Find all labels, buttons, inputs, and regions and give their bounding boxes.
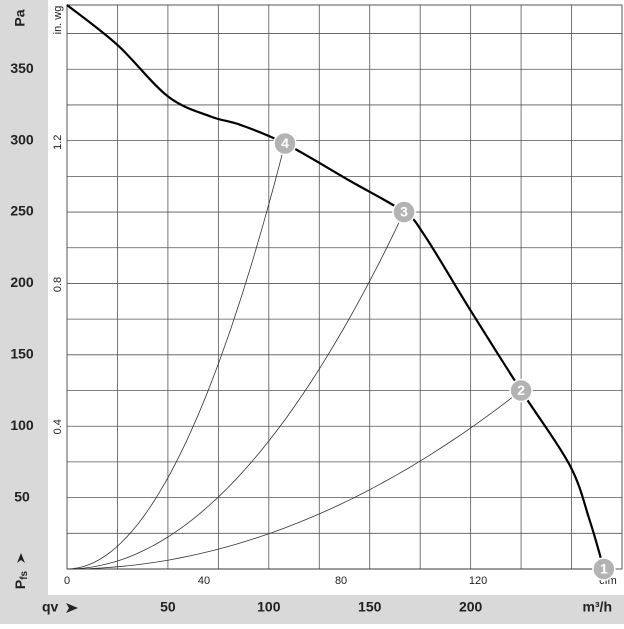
x-unit: m³/h [582, 599, 612, 615]
x-tick-label: 50 [160, 599, 176, 615]
operating-point [509, 378, 533, 403]
y-tick-label: 50 [14, 488, 30, 504]
system-curve [66, 143, 286, 570]
y-label: Pa [12, 9, 28, 26]
y-tick-label: 100 [10, 417, 34, 433]
y-tick-label: 150 [10, 346, 34, 362]
x2-tick-label: 80 [335, 575, 347, 587]
y-label-sub: fs [19, 570, 30, 579]
x2-tick-label: 40 [198, 575, 210, 587]
y-tick-label: 200 [10, 274, 34, 290]
y2-label: in. wg [52, 6, 64, 35]
y-tick-label: 350 [10, 60, 34, 76]
x-tick-label: 200 [459, 599, 483, 615]
operating-point-label: 3 [400, 204, 408, 220]
y-arrow [17, 553, 25, 563]
x-tick-label: 100 [257, 599, 281, 615]
system-curve [66, 211, 405, 570]
bottom-band [0, 595, 624, 624]
fan-curve [66, 4, 605, 570]
y2-tick-label: 0.8 [52, 277, 64, 292]
y2-tick-label: 1.2 [52, 135, 64, 150]
left-band [0, 0, 48, 624]
operating-point [273, 131, 297, 156]
operating-point [592, 557, 616, 581]
operating-point-label: 2 [517, 382, 525, 398]
y-tick-label: 250 [10, 203, 34, 219]
y2-tick-label: 0.4 [52, 419, 64, 434]
operating-point [392, 200, 416, 224]
x-tick-label: 150 [358, 599, 382, 615]
x2-tick-label: 0 [64, 575, 70, 587]
x2-tick-label: 120 [469, 575, 487, 587]
operating-point-label: 4 [281, 135, 289, 151]
x-arrow [66, 603, 78, 613]
system-curve [66, 390, 522, 570]
y-label-main: P [12, 580, 28, 589]
y-tick-label: 300 [10, 131, 34, 147]
x-label: qv [42, 599, 59, 615]
y-label-left: Pfs [12, 570, 30, 589]
operating-point-label: 1 [600, 561, 608, 577]
